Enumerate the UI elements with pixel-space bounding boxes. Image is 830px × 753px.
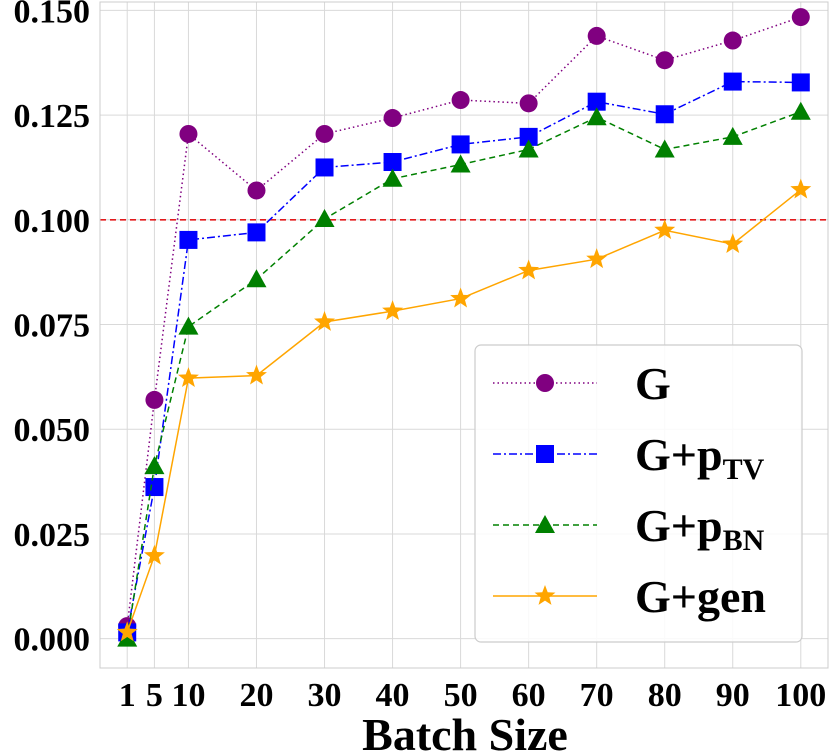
y-tick-label: 0.000 [14,622,91,659]
x-tick-label: 20 [239,677,273,714]
series-line [126,16,802,627]
data-point [246,364,267,385]
legend-label-main: G+p [635,429,723,480]
data-point [383,109,402,128]
legend-label: G+pTV [635,429,765,486]
data-point [451,91,470,110]
data-point [315,124,334,143]
x-tick-label: 40 [376,677,410,714]
legend-label-main: G+gen [635,571,766,622]
data-point [144,456,165,475]
y-tick-label: 0.025 [14,517,91,554]
data-point [722,233,744,253]
legend-marker [535,515,555,533]
series-line [126,111,802,639]
data-point [116,621,138,642]
data-point [519,94,538,113]
data-point [791,73,810,92]
series-3 [116,178,812,642]
legend-marker [536,374,554,392]
data-point [587,92,606,111]
series-0 [118,8,810,636]
legend-label: G [635,358,671,409]
data-point [383,153,402,172]
legend-label-main: G+p [635,500,723,551]
x-tick-label: 10 [171,677,205,714]
legend-marker [534,585,556,605]
x-tick-label: 90 [716,677,750,714]
data-point [247,223,266,242]
y-tick-label: 0.125 [14,98,91,135]
data-point [655,51,674,70]
data-point [791,8,810,27]
data-point [655,105,674,124]
series-layer [116,8,812,647]
data-point [143,544,165,565]
y-axis-ticks: 0.000 0.025 0.050 0.075 0.100 0.125 0.150 [14,0,91,659]
data-point [518,139,539,158]
data-point [654,219,676,240]
x-tick-label: 50 [444,677,478,714]
x-tick-label: 30 [308,677,342,714]
data-point [518,259,540,280]
data-point [450,287,472,308]
x-tick-label: 60 [512,677,546,714]
data-point [178,316,199,335]
y-tick-label: 0.075 [14,308,91,345]
data-point [586,107,607,126]
data-point [519,127,538,146]
x-tick-label: 100 [775,677,826,714]
data-point [382,300,404,321]
series-2 [117,101,811,647]
data-point [117,628,138,647]
x-axis-title: Batch Size [362,709,568,753]
data-point [586,248,608,269]
data-point [587,26,606,45]
x-axis-ticks: 1 5 10 20 30 40 50 60 70 80 90 100 [119,677,827,714]
data-point [247,181,266,200]
legend-label: G+gen [635,571,766,622]
legend-label-main: G [635,358,671,409]
plot-frame [99,1,829,669]
y-tick-label: 0.100 [14,203,91,240]
data-point [179,124,198,143]
data-point [145,390,164,409]
data-point [314,311,335,331]
data-point [790,178,812,199]
x-tick-label: 70 [580,677,614,714]
legend-label-subscript: BN [723,524,765,557]
series-line [126,189,802,633]
y-tick-label: 0.050 [14,412,91,449]
y-tick-label: 0.150 [14,0,91,30]
legend-marker [536,445,554,463]
data-point [314,208,335,227]
data-point [790,101,811,120]
data-point [450,154,471,173]
data-point [179,230,198,249]
data-point [451,135,470,154]
data-point [246,269,267,288]
data-point [145,478,164,497]
data-point [654,139,675,158]
data-point [722,126,743,145]
legend-box [474,344,803,643]
x-tick-label: 5 [146,677,163,714]
data-point [315,158,334,177]
data-point [382,168,403,187]
data-point [723,31,742,50]
series-line [126,80,801,633]
grid [100,2,828,668]
data-point [177,367,199,388]
x-tick-label: 80 [648,677,682,714]
data-point [723,72,742,91]
legend-label-subscript: TV [723,453,765,486]
legend-label: G+pBN [635,500,765,557]
x-tick-label: 1 [119,677,136,714]
